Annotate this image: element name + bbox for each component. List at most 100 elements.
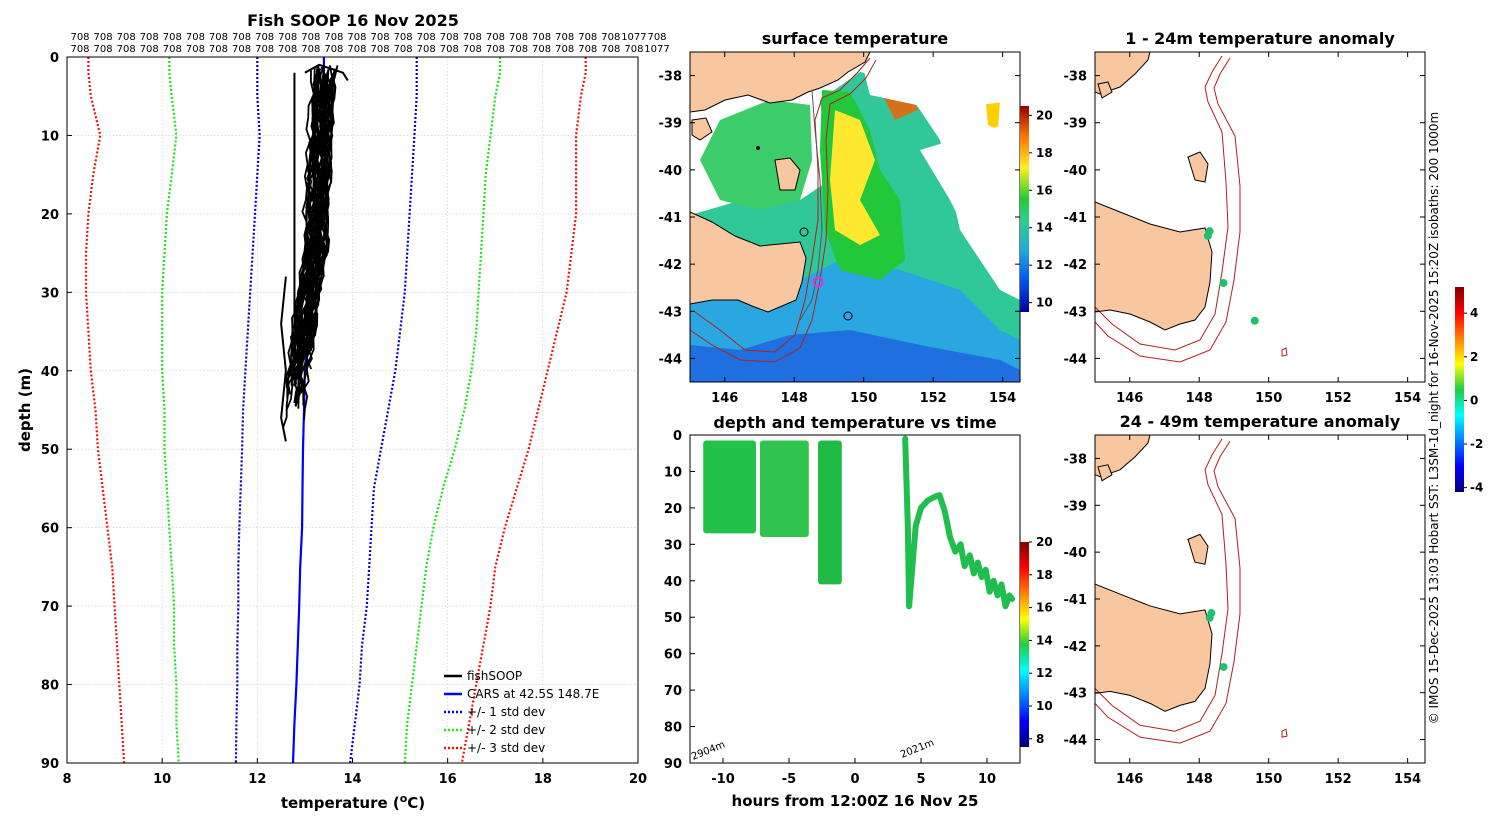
flinders-island [1187, 533, 1209, 565]
header-label-row1: 708 [186, 32, 205, 43]
map-tick-label-y: -42 [1064, 640, 1088, 655]
fishsoop-cast [289, 78, 318, 350]
header-label-row2: 708 [163, 44, 182, 55]
map-tick-label-x: 152 [920, 391, 947, 406]
anomaly-map-2-panel: 24 - 49m temperature anomaly 146 148 150 15… [1064, 412, 1426, 787]
header-label-row1: 708 [163, 32, 182, 43]
king-island [1097, 464, 1113, 482]
anomaly2-ticks: 146 148 150 152 154 -38 -39 -40 -41 -42 -43 -44 [1064, 435, 1425, 787]
map-tick-label-y: -42 [1064, 258, 1088, 273]
header-label-row2: 708 [532, 44, 551, 55]
ts-tick-label-x: -5 [782, 772, 796, 787]
ts-tick-label-y: 30 [664, 538, 682, 553]
colorbar-tick-label: 12 [1036, 666, 1053, 680]
series-line--2-sd [403, 57, 502, 763]
legend-label: +/- 1 std dev [467, 705, 545, 719]
fishsoop-cast [299, 69, 331, 388]
ts-tick-label-y: 40 [664, 575, 682, 590]
header-label-row2: 708 [601, 44, 620, 55]
seamount-isobath [1281, 728, 1288, 738]
tick-label-y: 40 [41, 365, 59, 380]
timeseries-panel: depth and temperature vs time -10 -5 0 5 10 0… [664, 413, 1053, 810]
timeseries-title: depth and temperature vs time [713, 413, 996, 432]
colorbar-tick-label: 18 [1036, 146, 1053, 160]
colorbar-tick-label: 4 [1470, 306, 1478, 320]
map-tick-label-y: -43 [659, 305, 683, 320]
colorbar-tick-label: 0 [1470, 393, 1478, 407]
series-line--3-sd [84, 57, 126, 763]
sst-cloud-gap-2 [860, 55, 1020, 110]
ts-tick-label-y: 90 [664, 757, 682, 772]
colorbar-tick-label: -2 [1470, 437, 1483, 451]
profile-lines [84, 57, 587, 763]
anomaly-point [1219, 279, 1228, 287]
map-tick-label-x: 146 [1116, 391, 1143, 406]
anomaly-colorbar-ticks: 4 2 0 -2 -4 [1464, 306, 1483, 495]
timeseries-xlabel: hours from 12:00Z 16 Nov 25 [732, 792, 979, 810]
profile-ticks: 8 10 12 14 16 18 20 0 10 20 30 40 50 60 70 80 90 [41, 51, 647, 787]
fishsoop-cast [280, 276, 287, 442]
map-tick-label-x: 154 [989, 391, 1016, 406]
current-location-marker [812, 276, 824, 288]
header-label-row1: 708 [347, 32, 366, 43]
header-label-row1: 708 [278, 32, 297, 43]
anomaly-point [1219, 662, 1228, 671]
colorbar-tick-label: 16 [1036, 183, 1053, 197]
header-label-row1: 708 [509, 32, 528, 43]
header-label-row2: 708 [555, 44, 574, 55]
header-label-row1: 708 [463, 32, 482, 43]
colorbar-tick-label: 18 [1036, 568, 1053, 582]
fishsoop-cast [296, 73, 328, 380]
ts-data-block [703, 440, 756, 534]
profile-legend: fishSOOP CARS at 42.5S 148.7E +/- 1 std de… [444, 669, 599, 755]
sst-title: surface temperature [762, 29, 949, 48]
tick-label-y: 50 [41, 443, 59, 458]
ts-data-block [759, 440, 809, 538]
map-tick-label-x: 150 [1255, 772, 1282, 787]
sst-colorbar-ticks: 10 12 14 16 18 20 [1029, 108, 1053, 310]
tick-label-x: 8 [62, 772, 71, 787]
header-label-row2: 708 [417, 44, 436, 55]
sst-field-cold [690, 330, 1020, 382]
tick-label-x: 12 [248, 772, 266, 787]
colorbar-tick-label: -4 [1470, 481, 1483, 495]
tick-label-y: 30 [41, 286, 59, 301]
header-label-row2: 708 [324, 44, 343, 55]
anomaly-point [1205, 613, 1214, 622]
flinders-island [1187, 151, 1209, 183]
map-tick-label-x: 148 [781, 391, 808, 406]
header-label-row1: 708 [440, 32, 459, 43]
map-tick-label-x: 150 [1255, 391, 1282, 406]
profile-title: Fish SOOP 16 Nov 2025 [247, 11, 459, 30]
fishsoop-cast [289, 64, 324, 384]
tick-label-y: 0 [50, 51, 59, 66]
anomaly-point [1250, 316, 1259, 325]
header-label-row1: 708 [647, 32, 666, 43]
map-tick-label-y: -44 [1064, 352, 1088, 367]
header-label-row1: 708 [578, 32, 597, 43]
map-tick-label-x: 154 [1394, 772, 1421, 787]
colorbar-tick-label: 14 [1036, 633, 1053, 647]
tick-label-y: 80 [41, 679, 59, 694]
map-tick-label-y: -39 [1064, 117, 1088, 132]
anomaly1-ticks: 146 148 150 152 154 -38 -39 -40 -41 -42 -43 -44 [1064, 52, 1425, 406]
header-label-row1: 1077 [621, 32, 646, 43]
ts-tick-label-y: 80 [664, 721, 682, 736]
map-tick-label-y: -39 [1064, 499, 1088, 514]
isobath-200 [694, 57, 871, 353]
legend-label: fishSOOP [467, 669, 522, 683]
header-label-row2: 708 [301, 44, 320, 55]
profile-header-labels: 708 708 708 708 708 708 708 708 708 708 708 708 708 7… [70, 32, 669, 55]
king-island [1097, 81, 1113, 99]
header-label-row2: 708 [186, 44, 205, 55]
map-tick-label-x: 146 [711, 391, 738, 406]
anomaly-map-1-panel: 1 - 24m temperature anomaly 146 148 150 152… [1064, 29, 1426, 406]
profile-ylabel: depth (m) [16, 368, 34, 452]
tick-label-x: 20 [629, 772, 647, 787]
map-tick-label-y: -41 [1064, 593, 1088, 608]
map-tick-label-y: -38 [1064, 70, 1088, 85]
ts-tick-label-y: 60 [664, 648, 682, 663]
map-tick-label-x: 152 [1325, 391, 1352, 406]
anomaly1-title: 1 - 24m temperature anomaly [1125, 29, 1395, 48]
